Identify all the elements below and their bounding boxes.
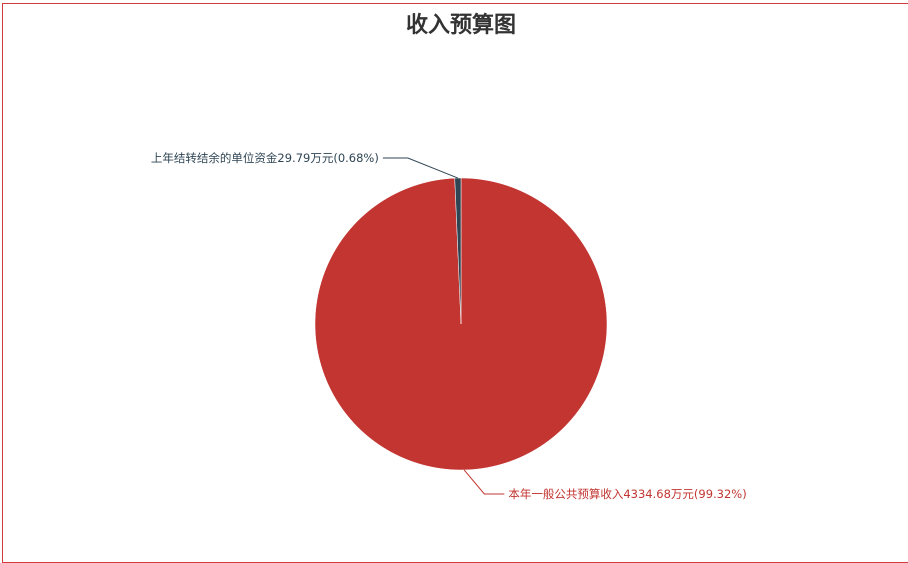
pie-chart: 本年一般公共预算收入4334.68万元(99.32%) 上年结转结余的单位资金29… bbox=[151, 151, 747, 501]
pie-slices bbox=[314, 177, 608, 471]
pie-slice-1[interactable] bbox=[454, 177, 462, 325]
chart-title: 收入预算图 bbox=[405, 13, 516, 38]
slice-label-0: 本年一般公共预算收入4334.68万元(99.32%) bbox=[508, 487, 746, 501]
pie-label-lines bbox=[382, 157, 505, 495]
pie-labels: 本年一般公共预算收入4334.68万元(99.32%) 上年结转结余的单位资金29… bbox=[151, 151, 747, 501]
label-line-0 bbox=[463, 469, 505, 495]
slice-label-1: 上年结转结余的单位资金29.79万元(0.68%) bbox=[151, 151, 379, 165]
label-line-1 bbox=[382, 157, 459, 179]
